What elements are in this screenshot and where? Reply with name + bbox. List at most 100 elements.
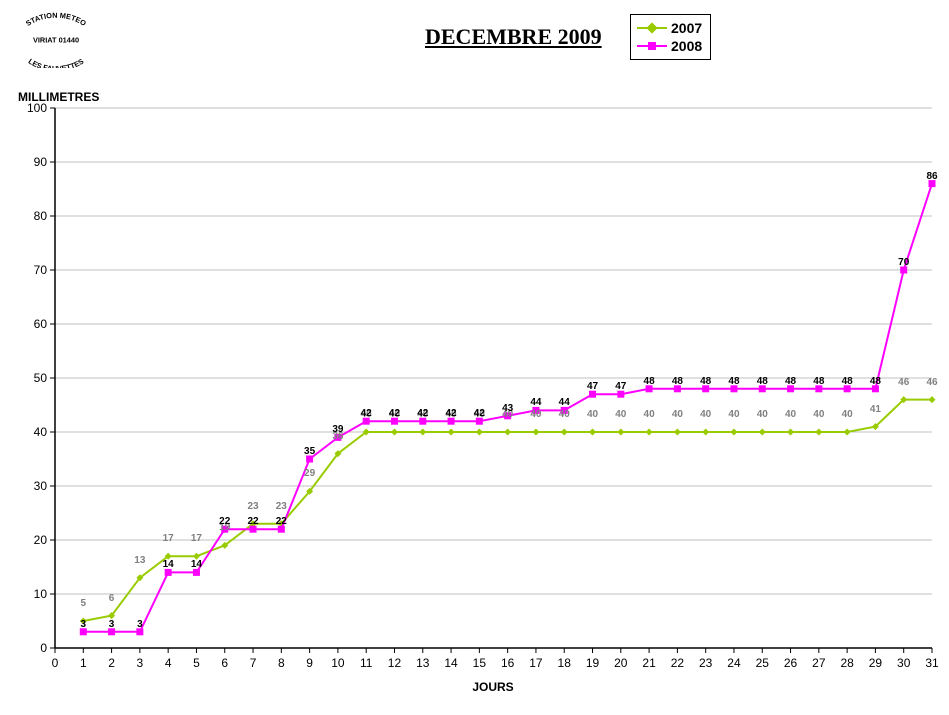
data-point-label: 43 [502,403,513,414]
data-point-label: 40 [785,409,796,420]
svg-text:VIRIAT 01440: VIRIAT 01440 [33,36,79,45]
legend-label: 2007 [671,20,702,36]
x-tick: 30 [897,656,910,670]
x-tick: 29 [869,656,882,670]
x-tick: 10 [331,656,344,670]
series-marker [730,429,737,436]
series-marker [589,429,596,436]
data-point-label: 40 [530,409,541,420]
series-marker [646,429,653,436]
data-point-label: 13 [134,555,145,566]
x-tick: 5 [193,656,200,670]
x-tick: 21 [642,656,655,670]
x-tick: 14 [444,656,457,670]
data-point-label: 48 [870,376,881,387]
data-point-label: 23 [247,501,258,512]
x-tick: 6 [221,656,228,670]
x-tick: 4 [165,656,172,670]
data-point-label: 44 [530,397,541,408]
legend: 2007 2008 [630,14,711,60]
data-point-label: 22 [247,516,258,527]
series-marker [419,429,426,436]
x-tick: 16 [501,656,514,670]
x-axis-label: JOURS [472,680,513,694]
data-point-label: 40 [700,409,711,420]
data-point-label: 46 [898,377,909,388]
series-marker [476,429,483,436]
x-tick: 22 [671,656,684,670]
data-point-label: 23 [276,501,287,512]
x-tick: 9 [306,656,313,670]
data-point-label: 5 [81,598,87,609]
series-marker [674,429,681,436]
data-point-label: 40 [757,409,768,420]
x-tick: 1 [80,656,87,670]
data-point-label: 40 [644,409,655,420]
data-point-label: 48 [672,376,683,387]
data-point-label: 40 [559,409,570,420]
data-point-label: 14 [163,559,174,570]
data-point-label: 48 [785,376,796,387]
y-tick: 0 [40,641,47,655]
data-point-label: 39 [332,424,343,435]
legend-item: 2007 [637,19,702,37]
y-tick: 40 [34,425,47,439]
x-tick: 11 [360,656,372,670]
series-marker [787,429,794,436]
data-point-label: 86 [926,171,937,182]
series-marker [617,429,624,436]
legend-label: 2008 [671,38,702,54]
series-marker [844,429,851,436]
station-logo: STATION METEO VIRIAT 01440 LES FAUVETTES [10,8,102,68]
data-point-label: 42 [417,408,428,419]
x-tick: 25 [756,656,769,670]
y-tick: 60 [34,317,47,331]
x-tick: 19 [586,656,599,670]
x-tick: 0 [52,656,59,670]
data-point-label: 48 [813,376,824,387]
series-marker [702,429,709,436]
data-point-label: 70 [898,257,909,268]
data-point-label: 29 [304,468,315,479]
data-point-label: 6 [109,593,115,604]
x-tick: 17 [529,656,542,670]
series-marker [532,429,539,436]
series-marker [929,396,936,403]
series-marker [815,429,822,436]
data-point-label: 35 [304,446,315,457]
data-point-label: 22 [276,516,287,527]
x-tick: 23 [699,656,712,670]
chart-plot [55,108,932,648]
x-tick: 13 [416,656,429,670]
x-tick: 12 [388,656,401,670]
data-point-label: 47 [615,381,626,392]
series-marker [391,429,398,436]
data-point-label: 40 [842,409,853,420]
data-point-label: 17 [163,533,174,544]
series-marker [448,429,455,436]
data-point-label: 48 [842,376,853,387]
y-tick: 100 [27,101,47,115]
svg-text:STATION METEO: STATION METEO [24,11,88,28]
data-point-label: 48 [757,376,768,387]
data-point-label: 3 [81,619,87,630]
data-point-label: 41 [870,404,881,415]
data-point-label: 47 [587,381,598,392]
data-point-label: 40 [615,409,626,420]
data-point-label: 40 [587,409,598,420]
x-tick: 3 [137,656,144,670]
y-tick: 20 [34,533,47,547]
data-point-label: 48 [644,376,655,387]
series-marker [561,429,568,436]
x-tick: 8 [278,656,285,670]
data-point-label: 17 [191,533,202,544]
series-marker [759,429,766,436]
data-point-label: 40 [728,409,739,420]
y-tick: 80 [34,209,47,223]
data-point-label: 14 [191,559,202,570]
data-point-label: 46 [926,377,937,388]
x-tick: 18 [558,656,571,670]
data-point-label: 40 [813,409,824,420]
x-tick: 2 [108,656,115,670]
chart-title: DECEMBRE 2009 [425,24,602,50]
